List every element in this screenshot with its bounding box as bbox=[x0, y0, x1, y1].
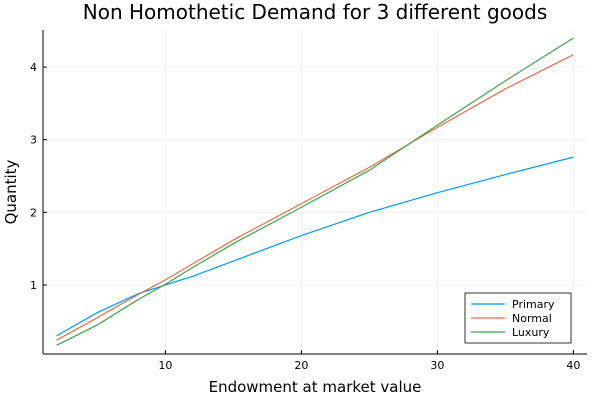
y-tick-label: 3 bbox=[30, 134, 37, 147]
x-tick-label: 20 bbox=[294, 359, 308, 372]
y-tick-label: 1 bbox=[30, 279, 37, 292]
legend-label-normal: Normal bbox=[512, 312, 552, 325]
y-tick-label: 4 bbox=[30, 61, 37, 74]
y-axis-label: Quantity bbox=[2, 159, 20, 224]
legend-label-luxury: Luxury bbox=[512, 326, 550, 339]
y-tick-label: 2 bbox=[30, 206, 37, 219]
x-axis-label: Endowment at market value bbox=[209, 378, 422, 396]
ticks: 10 20 30 40 1 2 3 4 bbox=[30, 61, 580, 372]
series-line-primary bbox=[56, 156, 574, 337]
series-lines bbox=[56, 37, 574, 346]
series-line-luxury bbox=[56, 37, 574, 346]
x-tick-label: 30 bbox=[430, 359, 444, 372]
legend-label-primary: Primary bbox=[512, 298, 555, 311]
axes bbox=[42, 30, 587, 355]
grid bbox=[43, 30, 587, 354]
x-tick-label: 40 bbox=[566, 359, 580, 372]
chart-title: Non Homothetic Demand for 3 different go… bbox=[83, 0, 548, 24]
series-line-normal bbox=[56, 54, 574, 341]
x-tick-label: 10 bbox=[158, 359, 172, 372]
